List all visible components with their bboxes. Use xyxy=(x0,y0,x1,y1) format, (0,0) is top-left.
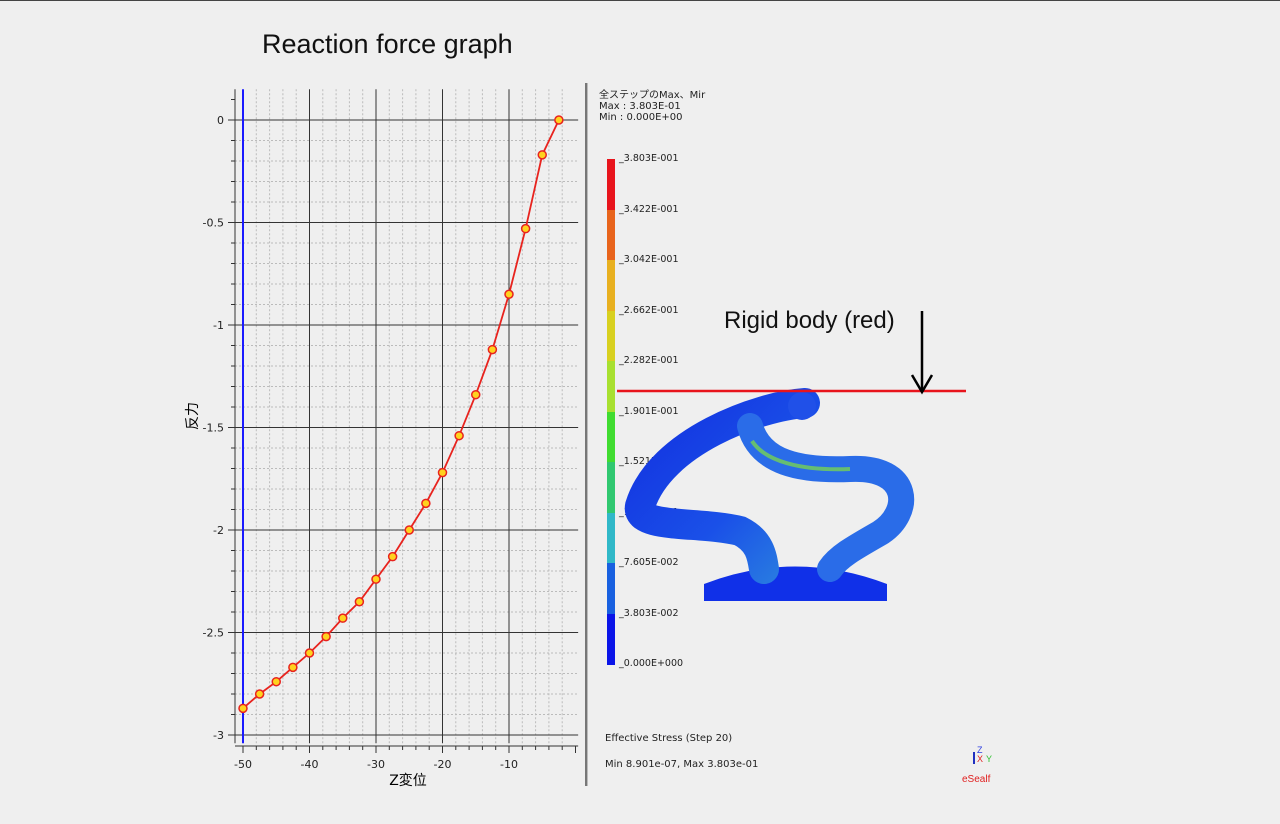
color-bar-label: _3.042E-001 xyxy=(619,254,679,265)
model-left-arm xyxy=(624,388,820,584)
data-point xyxy=(471,389,481,400)
x-tick-label: -10 xyxy=(500,758,518,771)
data-point xyxy=(321,631,331,642)
data-point xyxy=(504,289,514,299)
color-bar-label: _2.282E-001 xyxy=(619,355,679,366)
color-bar-segment xyxy=(607,209,615,261)
color-bar-label: _1.901E-001 xyxy=(619,405,679,417)
legend-min: Min : 0.000E+00 xyxy=(599,112,683,123)
color-bar-label: _3.422E-001 xyxy=(619,203,679,215)
data-point xyxy=(487,344,498,355)
data-point xyxy=(454,430,464,441)
color-bar-label: _3.803E-001 xyxy=(619,153,679,164)
page-title: Reaction force graph xyxy=(262,29,513,59)
color-bar-label: _3.803E-002 xyxy=(619,607,679,619)
color-bar-segment xyxy=(607,310,615,362)
data-point xyxy=(304,648,315,658)
brand-label: eSealf xyxy=(962,774,991,785)
x-axis-label: Z変位 xyxy=(389,772,427,789)
rigid-body-annotation: Rigid body (red) xyxy=(724,307,895,334)
axes: 0 -0.5 -1 -1.5 -2 -2.5 -3 -50 -40 -30 -20 -10 xyxy=(203,89,579,771)
x-tick-label: -50 xyxy=(234,758,252,771)
data-point xyxy=(238,703,248,714)
data-point xyxy=(437,467,448,478)
axis-triad-icon: Z X Y xyxy=(968,745,998,767)
model-tip xyxy=(788,392,816,420)
reaction-force-chart: 0 -0.5 -1 -1.5 -2 -2.5 -3 -50 -40 -30 -20 -10 Z変位 反… xyxy=(185,89,579,789)
color-bar-segment xyxy=(607,613,615,665)
model-s-arm-highlight xyxy=(750,439,851,472)
y-tick-label: 0 xyxy=(217,114,224,127)
data-point xyxy=(288,662,298,673)
legend-header: 全ステップのMax、Mir Max : 3.803E-01 Min : 0.00… xyxy=(599,90,705,123)
color-bar-segment xyxy=(607,512,615,564)
color-bar-segment xyxy=(607,361,615,412)
y-tick-label: -0.5 xyxy=(203,217,224,230)
series xyxy=(238,89,564,744)
legend-header-text: 全ステップのMax、Mir xyxy=(599,90,706,101)
result-title: Effective Stress (Step 20) xyxy=(605,733,733,744)
y-tick-label: -3 xyxy=(213,729,224,742)
data-point xyxy=(371,574,381,584)
legend-max: Max : 3.803E-01 xyxy=(599,101,681,112)
x-tick-label: -30 xyxy=(367,758,385,771)
y-tick-label: -2 xyxy=(213,524,224,537)
data-point xyxy=(404,525,414,535)
data-point xyxy=(520,223,531,234)
data-point xyxy=(421,498,431,509)
axis-y-label: Y xyxy=(986,754,993,764)
color-bar-segment xyxy=(607,159,615,210)
y-tick-label: -1.5 xyxy=(203,422,224,435)
data-point xyxy=(271,676,281,687)
color-bar-segment xyxy=(607,260,615,311)
data-point xyxy=(354,597,365,607)
color-bar-segment xyxy=(607,462,615,513)
color-bar-label: _0.000E+000 xyxy=(619,658,684,669)
color-bar-label: _2.662E-001 xyxy=(619,304,679,316)
y-tick-label: -1 xyxy=(213,319,224,332)
axis-x-label: X xyxy=(977,754,984,764)
grid xyxy=(235,89,579,744)
color-bar-segment xyxy=(607,411,615,463)
color-bar-label: _7.605E-002 xyxy=(619,557,679,568)
arrow-down-icon xyxy=(910,374,934,395)
y-tick-label: -2.5 xyxy=(203,627,224,640)
panel-divider[interactable] xyxy=(585,83,588,786)
model-base xyxy=(704,566,887,601)
axis-z-label: Z xyxy=(977,745,983,755)
data-point xyxy=(338,613,348,623)
x-tick-label: -20 xyxy=(434,758,452,771)
data-point xyxy=(554,115,564,125)
color-bar-segment xyxy=(607,563,615,614)
y-axis-label: 反力 xyxy=(185,402,201,430)
data-point xyxy=(387,551,398,562)
x-tick-label: -40 xyxy=(301,758,319,771)
data-point xyxy=(254,689,265,699)
data-point xyxy=(537,150,547,160)
result-range: Min 8.901e-07, Max 3.803e-01 xyxy=(605,759,759,770)
